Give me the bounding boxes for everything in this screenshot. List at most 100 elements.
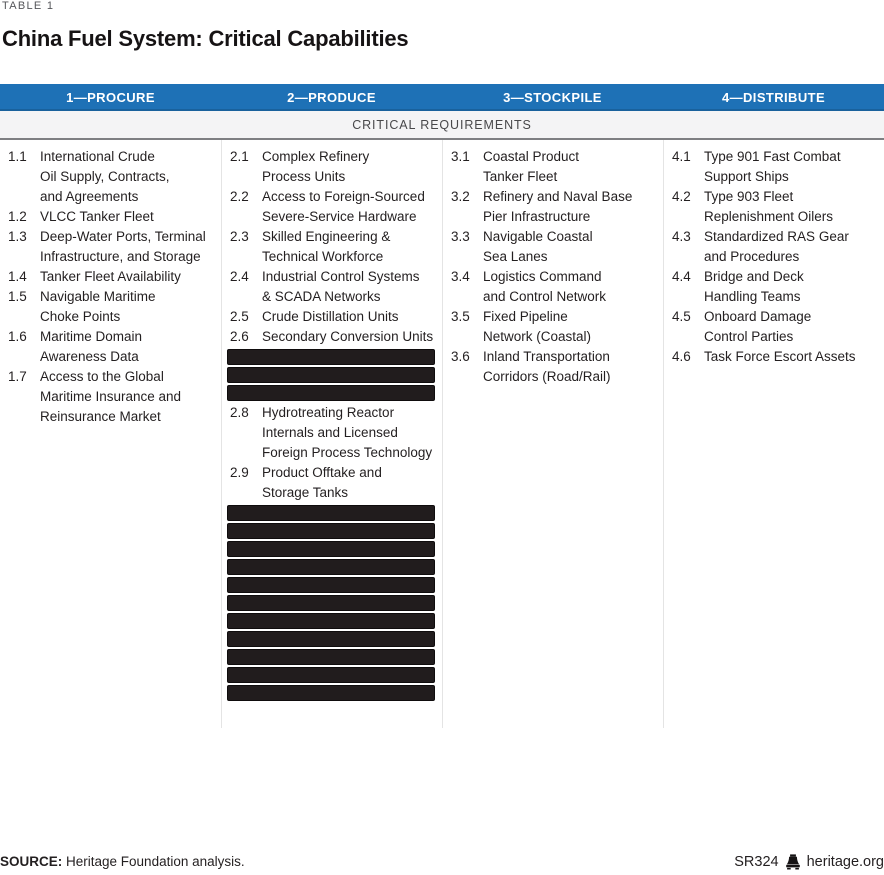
item-number: 4.6 [672,349,691,364]
requirement-item: 2.9 Product Offtake and Storage Tanks [230,463,438,503]
requirement-item: 3.2 Refinery and Naval Base Pier Infrastr… [451,187,659,227]
redaction-bar [227,367,435,383]
requirement-item: 2.1 Complex Refinery Process Units [230,147,438,187]
item-number: 2.9 [230,465,249,480]
requirement-item: 4.6 Task Force Escort Assets [672,347,880,367]
requirement-item: 1.2 VLCC Tanker Fleet [8,207,217,227]
item-number: 3.2 [451,189,470,204]
requirement-item: 2.2 Access to Foreign-Sourced Severe-Serv… [230,187,438,227]
requirement-item: 2.4 Industrial Control Systems & SCADA Ne… [230,267,438,307]
footer-brand: SR324 heritage.org [734,853,884,871]
item-number: 3.6 [451,349,470,364]
item-text: Deep-Water Ports, Terminal Infrastructur… [40,229,206,264]
item-number: 1.2 [8,209,27,224]
item-number: 2.6 [230,329,249,344]
redaction-bar [227,649,435,665]
critical-requirements-row: CRITICAL REQUIREMENTS [0,111,884,140]
capabilities-table: 1—PROCURE 2—PRODUCE 3—STOCKPILE 4—DISTRI… [0,84,884,728]
item-number: 4.3 [672,229,691,244]
item-text: Refinery and Naval Base Pier Infrastruct… [483,189,633,224]
source-text: Heritage Foundation analysis. [62,854,245,869]
page-title: China Fuel System: Critical Capabilities [2,26,409,51]
item-number: 3.5 [451,309,470,324]
redaction-bar [227,559,435,575]
column-produce-items: 2.1 Complex Refinery Process Units 2.2 Acce… [221,140,442,728]
item-number: 1.7 [8,369,27,384]
requirement-item: 4.1 Type 901 Fast Combat Support Ships [672,147,880,187]
redaction-bar [227,613,435,629]
table-label: TABLE 1 [2,0,55,12]
column-header-distribute: 4—DISTRIBUTE [721,90,826,105]
item-text: Bridge and Deck Handling Teams [704,269,804,304]
table-body: 1.1 International Crude Oil Supply, Contr… [0,140,884,728]
item-text: Product Offtake and Storage Tanks [262,465,382,500]
requirement-item: 1.4 Tanker Fleet Availability [8,267,217,287]
redaction-bar [227,595,435,611]
requirement-item: 1.3 Deep-Water Ports, Terminal Infrastruc… [8,227,217,267]
redaction-bar [227,505,435,521]
requirement-item: 4.5 Onboard Damage Control Parties [672,307,880,347]
item-text: International Crude Oil Supply, Contract… [40,149,170,204]
redaction-bar [227,523,435,539]
redaction-bar [227,541,435,557]
item-text: Access to Foreign-Sourced Severe-Service… [262,189,425,224]
item-text: Complex Refinery Process Units [262,149,370,184]
item-text: Onboard Damage Control Parties [704,309,812,344]
heritage-bell-icon [785,854,800,870]
item-number: 2.4 [230,269,249,284]
source-note: SOURCE: Heritage Foundation analysis. [0,853,245,871]
item-number: 1.1 [8,149,27,164]
item-text: Tanker Fleet Availability [40,269,181,284]
requirement-item: 2.5 Crude Distillation Units [230,307,438,327]
column-header-procure: 1—PROCURE [66,90,155,105]
item-number: 1.3 [8,229,27,244]
item-number: 2.3 [230,229,249,244]
requirement-item: 3.1 Coastal Product Tanker Fleet [451,147,659,187]
item-text: Fixed Pipeline Network (Coastal) [483,309,592,344]
item-text: Maritime Domain Awareness Data [40,329,143,364]
requirement-item: 1.6 Maritime Domain Awareness Data [8,327,217,367]
item-number: 2.5 [230,309,249,324]
item-text: Hydrotreating Reactor Internals and Lice… [262,405,433,460]
item-text: Navigable Coastal Sea Lanes [483,229,593,264]
item-number: 3.4 [451,269,470,284]
column-distribute-items: 4.1 Type 901 Fast Combat Support Ships 4.2… [663,140,884,728]
column-stockpile-items: 3.1 Coastal Product Tanker Fleet 3.2 Refine… [442,140,663,728]
item-text: Industrial Control Systems & SCADA Netwo… [262,269,420,304]
item-number: 4.1 [672,149,691,164]
redaction-bar [227,385,435,401]
item-number: 2.8 [230,405,249,420]
requirement-item: 2.3 Skilled Engineering & Technical Workf… [230,227,438,267]
item-text: Secondary Conversion Units [262,329,434,344]
item-number: 2.1 [230,149,249,164]
redaction-bar [227,667,435,683]
item-text: Task Force Escort Assets [704,349,856,364]
report-id: SR324 [734,854,779,870]
redaction-bar [227,685,435,701]
item-number: 1.6 [8,329,27,344]
requirement-item: 3.5 Fixed Pipeline Network (Coastal) [451,307,659,347]
requirement-item: 1.5 Navigable Maritime Choke Points [8,287,217,327]
item-number: 4.5 [672,309,691,324]
requirement-item: 3.4 Logistics Command and Control Network [451,267,659,307]
redaction-bar [227,631,435,647]
item-text: Coastal Product Tanker Fleet [483,149,580,184]
column-header-stockpile: 3—STOCKPILE [503,90,602,105]
item-text: VLCC Tanker Fleet [40,209,154,224]
column-procure-items: 1.1 International Crude Oil Supply, Contr… [0,140,221,728]
critical-requirements-label: CRITICAL REQUIREMENTS [352,117,532,132]
item-text: Type 903 Fleet Replenishment Oilers [704,189,834,224]
redaction-bar [227,577,435,593]
requirement-item: 1.1 International Crude Oil Supply, Contr… [8,147,217,207]
requirement-item: 2.8 Hydrotreating Reactor Internals and L… [230,403,438,463]
requirement-item: 4.4 Bridge and Deck Handling Teams [672,267,880,307]
item-text: Skilled Engineering & Technical Workforc… [262,229,391,264]
item-number: 1.4 [8,269,27,284]
footer: SOURCE: Heritage Foundation analysis. SR… [0,853,884,871]
item-number: 4.4 [672,269,691,284]
requirement-item: 1.7 Access to the Global Maritime Insuran… [8,367,217,427]
item-text: Access to the Global Maritime Insurance … [40,369,182,424]
item-text: Type 901 Fast Combat Support Ships [704,149,841,184]
requirement-item: 2.6 Secondary Conversion Units [230,327,438,347]
